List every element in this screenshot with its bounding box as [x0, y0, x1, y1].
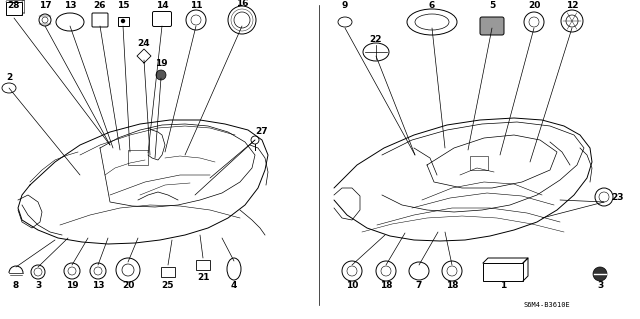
Text: 22: 22 [370, 35, 382, 44]
Text: 28: 28 [8, 1, 20, 10]
Text: 4: 4 [231, 280, 237, 290]
Text: 14: 14 [156, 1, 168, 10]
Text: 17: 17 [38, 1, 51, 10]
Text: 21: 21 [196, 273, 209, 283]
Bar [470, 156, 488, 170]
Text: 19: 19 [66, 280, 78, 290]
Text: 13: 13 [92, 280, 104, 290]
Bar [483, 263, 523, 281]
Bar [196, 260, 210, 270]
Text: 25: 25 [162, 280, 174, 290]
Text: 3: 3 [597, 280, 603, 290]
Text: 12: 12 [566, 1, 579, 10]
Circle shape [122, 19, 125, 23]
Text: 23: 23 [612, 192, 624, 202]
FancyBboxPatch shape [480, 17, 504, 35]
Text: 7: 7 [416, 280, 422, 290]
Text: 26: 26 [93, 1, 106, 10]
Text: 3: 3 [35, 280, 41, 290]
Text: 13: 13 [64, 1, 76, 10]
Text: 16: 16 [236, 0, 248, 9]
Text: 24: 24 [138, 40, 150, 48]
Text: 10: 10 [346, 280, 358, 290]
Text: 20: 20 [528, 1, 540, 10]
Text: 8: 8 [13, 280, 19, 290]
Circle shape [593, 267, 607, 281]
Text: 19: 19 [155, 58, 167, 68]
Text: 11: 11 [189, 1, 202, 10]
Text: 2: 2 [6, 73, 12, 83]
Text: S6M4-B3610E: S6M4-B3610E [524, 302, 570, 308]
Bar [118, 17, 129, 26]
Text: 5: 5 [489, 1, 495, 10]
Bar [128, 150, 148, 165]
Text: 18: 18 [380, 280, 392, 290]
Text: 15: 15 [116, 1, 129, 10]
Text: 20: 20 [122, 280, 134, 290]
Text: 9: 9 [342, 1, 348, 10]
Text: 1: 1 [500, 280, 506, 290]
Text: 18: 18 [445, 280, 458, 290]
Bar [6, 2, 22, 14]
Bar [161, 267, 175, 277]
Circle shape [156, 70, 166, 80]
Text: 6: 6 [429, 1, 435, 10]
Text: 27: 27 [256, 128, 268, 137]
